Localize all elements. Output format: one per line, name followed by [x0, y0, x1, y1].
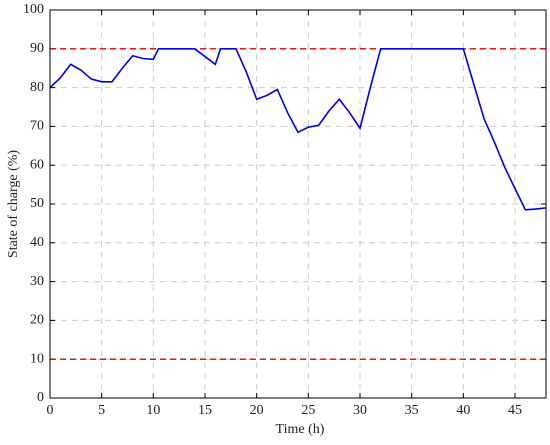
x-tick-label: 15 — [198, 403, 212, 418]
x-tick-label: 10 — [146, 403, 160, 418]
data-line — [49, 48, 547, 211]
plot-frame — [49, 9, 547, 399]
y-tick-label: 0 — [37, 390, 44, 405]
y-tick-label: 20 — [30, 313, 44, 328]
y-tick-label: 60 — [30, 157, 44, 172]
x-tick-label: 35 — [405, 403, 419, 418]
y-axis-label: State of charge (%) — [6, 150, 21, 259]
x-tick-label: 45 — [508, 403, 522, 418]
y-tick-label: 50 — [30, 196, 44, 211]
x-axis-label: Time (h) — [276, 422, 325, 437]
y-tick-label: 90 — [30, 41, 44, 56]
y-tick-label: 80 — [30, 80, 44, 95]
y-tick-label: 30 — [30, 274, 44, 289]
x-tick-label: 40 — [456, 403, 470, 418]
x-tick-label: 20 — [250, 403, 264, 418]
y-tick-label: 100 — [23, 2, 44, 17]
x-tick-label: 25 — [301, 403, 315, 418]
y-tick-label: 10 — [30, 351, 44, 366]
x-tick-label: 5 — [98, 403, 105, 418]
y-tick-label: 70 — [30, 119, 44, 134]
x-tick-label: 0 — [47, 403, 54, 418]
y-tick-label: 40 — [30, 235, 44, 250]
x-tick-label: 30 — [353, 403, 367, 418]
